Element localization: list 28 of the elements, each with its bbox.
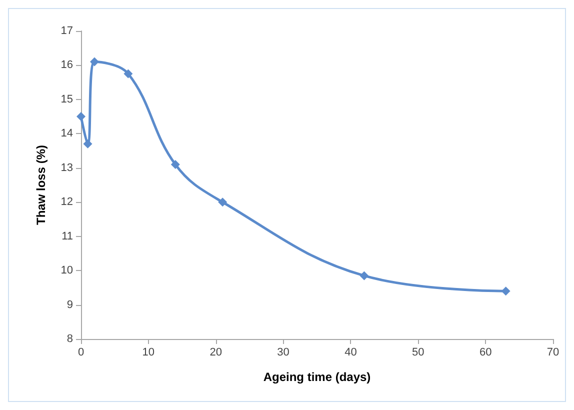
point bbox=[360, 271, 369, 280]
point bbox=[170, 160, 180, 169]
x-tick-label: 30 bbox=[277, 346, 290, 358]
x-tick-label: 10 bbox=[142, 346, 155, 358]
y-tick-label: 13 bbox=[60, 162, 73, 174]
y-axis-title: Thaw loss (%) bbox=[34, 144, 48, 226]
y-tick-label: 10 bbox=[60, 264, 73, 277]
x-axis-title: Ageing time (days) bbox=[263, 370, 371, 384]
x-tick-label: 60 bbox=[479, 346, 492, 358]
y-tick-label: 11 bbox=[62, 230, 73, 242]
y-tick-label: 16 bbox=[60, 59, 73, 72]
point bbox=[76, 112, 86, 122]
x-tick-label: 40 bbox=[344, 346, 357, 358]
x-tick-label: 20 bbox=[210, 346, 222, 358]
y-tick-label: 15 bbox=[60, 93, 73, 106]
y-tick-label: 8 bbox=[66, 333, 73, 345]
y-tick-label: 12 bbox=[60, 196, 73, 208]
point bbox=[501, 286, 510, 296]
y-tick-label: 14 bbox=[60, 128, 73, 140]
point bbox=[218, 198, 228, 207]
y-tick-label: 9 bbox=[66, 298, 73, 311]
point bbox=[83, 139, 92, 148]
y-tick-label: 17 bbox=[60, 25, 73, 37]
point bbox=[124, 69, 133, 78]
point bbox=[90, 57, 99, 66]
x-tick-label: 50 bbox=[412, 346, 424, 358]
x-tick-label: 70 bbox=[546, 346, 560, 358]
x-tick-label: 0 bbox=[78, 346, 84, 358]
